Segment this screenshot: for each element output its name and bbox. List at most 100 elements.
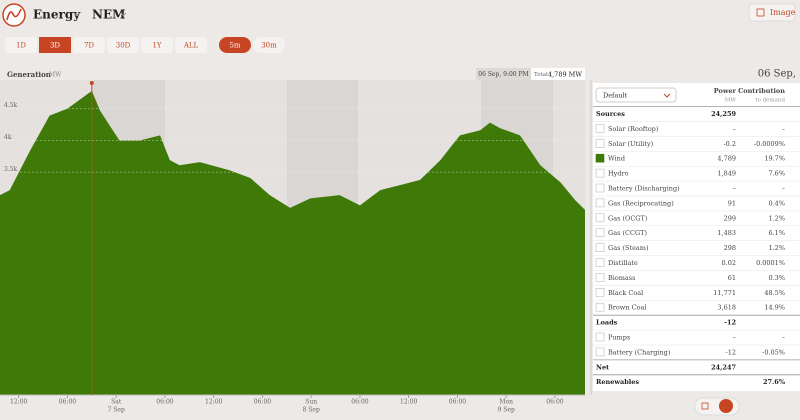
x-tick-sublabel: 7 Sep [108,407,125,414]
interval-button[interactable] [253,37,285,53]
row-label: Net [596,363,609,371]
x-tick-label: 06:00 [156,399,173,406]
row-checkbox[interactable] [595,273,605,282]
row-contribution: – [782,185,785,193]
x-tick-label: 12:00 [400,399,417,406]
column-header: Power [714,87,737,95]
row-label: Battery (Charging) [608,348,671,356]
row-label: Hydro [608,170,629,178]
row-contribution: – [782,334,785,342]
caret [663,93,671,98]
x-tick-sublabel: 9 Sep [498,407,515,414]
x-tick-label: 06:00 [449,399,466,406]
row-checkbox[interactable] [595,228,605,237]
row-checkbox[interactable] [595,287,605,297]
row-checkbox[interactable] [595,183,605,193]
x-tick-label: Mon [499,399,513,406]
row-contribution: 1.2% [768,214,785,222]
x-tick-label: Sat [111,399,122,406]
row-checkbox[interactable] [595,153,605,163]
x-tick-label: 06:00 [546,399,563,406]
row-contribution: 1.2% [768,244,785,252]
row-checkbox[interactable] [595,124,605,133]
hover-date-box [476,68,531,80]
range-label: 1D [16,42,26,50]
row-label: Solar (Rooftop) [608,125,659,133]
export-button[interactable] [748,3,796,22]
row-power: 3,618 [717,304,736,312]
dropdown-label: Default [603,92,628,100]
row-contribution: 0.0001% [756,259,785,267]
row-power: 0.02 [722,259,736,267]
row-label: Gas (Steam) [608,244,649,252]
row-power: – [733,334,736,342]
table-date: 06 Sep, [758,69,796,80]
column-unit: MW [725,98,737,104]
interval-label: 5m [229,42,240,50]
hover-total-value: 4,789 MW [548,71,582,79]
row-checkbox[interactable] [595,213,605,223]
row-power: – [733,185,736,193]
row-label: Battery (Discharging) [608,185,680,193]
table-panel [593,83,800,391]
row-contribution: 6.1% [768,229,785,237]
bar-view-button[interactable] [701,402,709,410]
chart-unit: MW [49,72,62,79]
range-button[interactable] [107,37,139,53]
dropdown[interactable] [595,87,677,103]
range-label: 3D [50,42,60,50]
row-contribution: 48.5% [764,289,785,297]
region[interactable]: NEM [92,8,125,22]
row-checkbox[interactable] [595,168,605,178]
range-button[interactable] [73,37,105,53]
row-checkbox[interactable] [595,302,605,312]
range-label: ALL [183,42,199,50]
row-checkbox[interactable] [595,258,605,267]
hover-total-label: Total [534,72,548,78]
x-tick-sublabel: 8 Sep [303,407,320,414]
brand[interactable]: Energy [33,8,81,22]
row-label: Gas (CCGT) [608,229,647,237]
row-contribution: – [782,125,785,133]
row-contribution: 27.6% [763,378,786,386]
range-button[interactable] [5,37,37,53]
area [0,90,585,396]
hover-date: 06 Sep, 9:00 PM [478,71,528,78]
row-power: 91 [728,199,736,207]
row-checkbox[interactable] [595,332,605,342]
range-button[interactable] [39,37,71,53]
row-label: Renewables [596,378,639,386]
row-power: -12 [726,348,736,356]
caret [73,12,80,17]
row-checkbox[interactable] [595,347,605,357]
row-label: Biomass [608,274,635,282]
hover-dot [89,81,94,85]
range-label: 1Y [152,42,161,50]
row-label: Wind [608,155,625,163]
row-power: 24,247 [711,363,736,371]
row-power: 4,789 [717,155,736,163]
row-checkbox[interactable] [595,139,605,148]
row-checkbox[interactable] [595,198,605,208]
row-power: 61 [728,274,736,282]
interval-button[interactable] [219,37,251,53]
row-power: -0.2 [723,140,736,148]
row-contribution: -0.0009% [754,140,785,148]
x-tick-label: 12:00 [10,399,27,406]
pie-view-button[interactable] [719,399,733,413]
row-label: Solar (Utility) [608,140,654,148]
row-contribution: 7.6% [768,170,785,178]
range-button[interactable] [141,37,173,53]
export-label: Image [770,8,796,17]
row-label: Gas (Reciprocating) [608,199,674,207]
x-tick-label: 06:00 [59,399,76,406]
row-power: 299 [724,214,736,222]
x-tick-label: 12:00 [205,399,222,406]
chart-title: Generation [7,70,51,79]
row-contribution: 14.9% [764,304,785,312]
range-button[interactable] [175,37,207,53]
row-power: 1,849 [717,170,736,178]
x-tick-label: Sun [305,399,317,406]
row-contribution: -0.05% [762,348,785,356]
row-checkbox[interactable] [595,243,605,252]
